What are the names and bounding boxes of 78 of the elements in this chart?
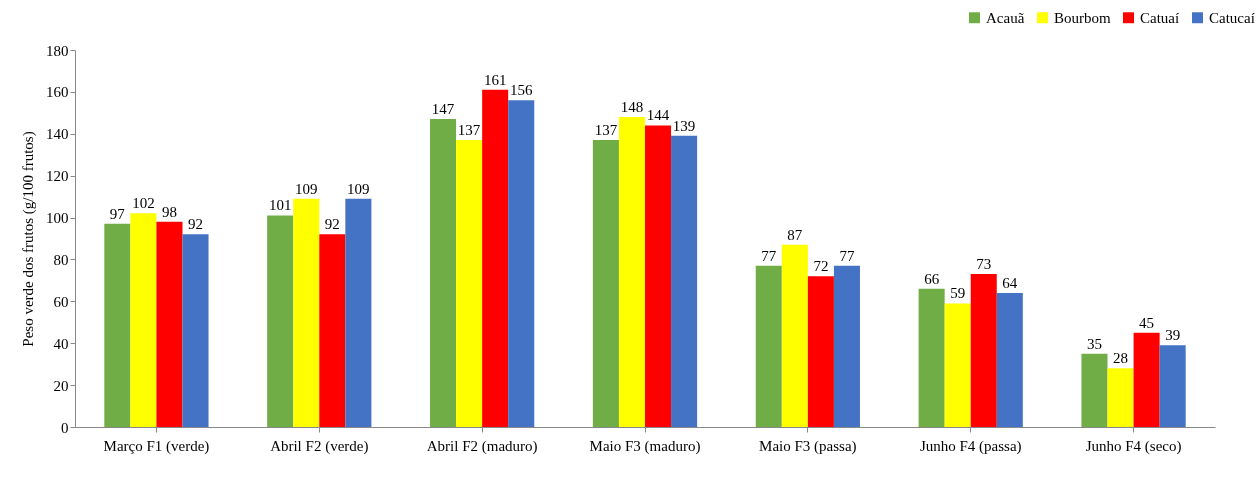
data-label: 161	[483, 71, 507, 88]
data-label: 97	[109, 205, 126, 222]
bar	[293, 198, 320, 427]
bar	[918, 288, 945, 427]
data-label: 109	[295, 180, 318, 197]
x-tick-label: Maio F3 (passa)	[759, 437, 857, 455]
data-label: 137	[457, 122, 481, 139]
data-label: 66	[924, 270, 940, 287]
data-label: 147	[431, 101, 455, 118]
data-label: 92	[324, 216, 340, 233]
bar	[645, 125, 672, 427]
data-label: 73	[976, 256, 992, 273]
bar	[182, 234, 209, 427]
data-label: 139	[672, 117, 696, 134]
data-label: 72	[813, 258, 829, 275]
bar	[267, 215, 294, 427]
legend-label: Catucaí	[1209, 9, 1255, 26]
data-label: 98	[161, 203, 177, 220]
data-label: 59	[950, 285, 966, 302]
y-tick-label: 60	[53, 293, 69, 310]
bar	[833, 265, 860, 427]
x-tick-label: Março F1 (verde)	[103, 437, 210, 455]
data-label: 109	[347, 180, 370, 197]
x-tick-label: Junho F4 (seco)	[1085, 437, 1182, 455]
data-label: 35	[1086, 335, 1102, 352]
bar	[345, 198, 372, 427]
bar	[508, 100, 535, 427]
bar	[996, 292, 1023, 427]
bar	[807, 276, 834, 427]
y-axis-title: Peso verde dos frutos (g/100 frutos)	[20, 131, 37, 347]
bar	[781, 244, 808, 427]
data-label: 39	[1165, 327, 1181, 344]
data-label: 137	[594, 122, 618, 139]
bar	[104, 223, 131, 427]
y-tick-label: 80	[53, 251, 69, 268]
bar	[456, 140, 483, 427]
x-tick-label: Junho F4 (passa)	[919, 437, 1022, 455]
y-tick-label: 180	[46, 42, 69, 59]
data-label: 64	[1002, 274, 1018, 291]
bar	[1159, 345, 1186, 427]
bar	[1081, 353, 1108, 427]
data-label: 148	[620, 99, 644, 116]
legend-label: Acauã	[986, 9, 1025, 26]
x-tick-label: Abril F2 (verde)	[270, 437, 369, 455]
y-tick-label: 40	[53, 335, 69, 352]
bar	[319, 234, 346, 427]
y-tick-label: 160	[46, 84, 69, 101]
data-label: 28	[1113, 350, 1129, 367]
bar	[970, 274, 997, 427]
bar	[430, 119, 457, 427]
data-label: 45	[1139, 314, 1155, 331]
x-tick-label: Abril F2 (maduro)	[426, 437, 538, 455]
x-tick-label: Maio F3 (maduro)	[589, 437, 701, 455]
bar	[482, 89, 509, 427]
y-tick-label: 140	[46, 126, 69, 143]
data-label: 92	[188, 216, 204, 233]
bar	[944, 303, 971, 427]
bar	[671, 135, 698, 427]
bar	[618, 117, 645, 427]
data-label: 101	[268, 197, 292, 214]
bar	[1107, 368, 1134, 427]
bar	[592, 140, 619, 427]
data-label: 102	[132, 195, 155, 212]
data-label: 87	[787, 226, 803, 243]
y-tick-label: 120	[46, 168, 69, 185]
data-label: 77	[839, 247, 855, 264]
bar	[1133, 332, 1160, 427]
data-label: 144	[646, 107, 670, 124]
data-label: 156	[509, 82, 533, 99]
legend-label: Catuaí	[1140, 9, 1180, 26]
y-tick-label: 100	[46, 210, 69, 227]
legend-label: Bourbom	[1054, 9, 1111, 26]
bar	[156, 221, 183, 427]
bar	[755, 265, 782, 427]
bar	[130, 213, 157, 427]
y-tick-label: 20	[53, 377, 69, 394]
data-label: 77	[761, 247, 777, 264]
y-tick-label: 0	[61, 419, 69, 436]
